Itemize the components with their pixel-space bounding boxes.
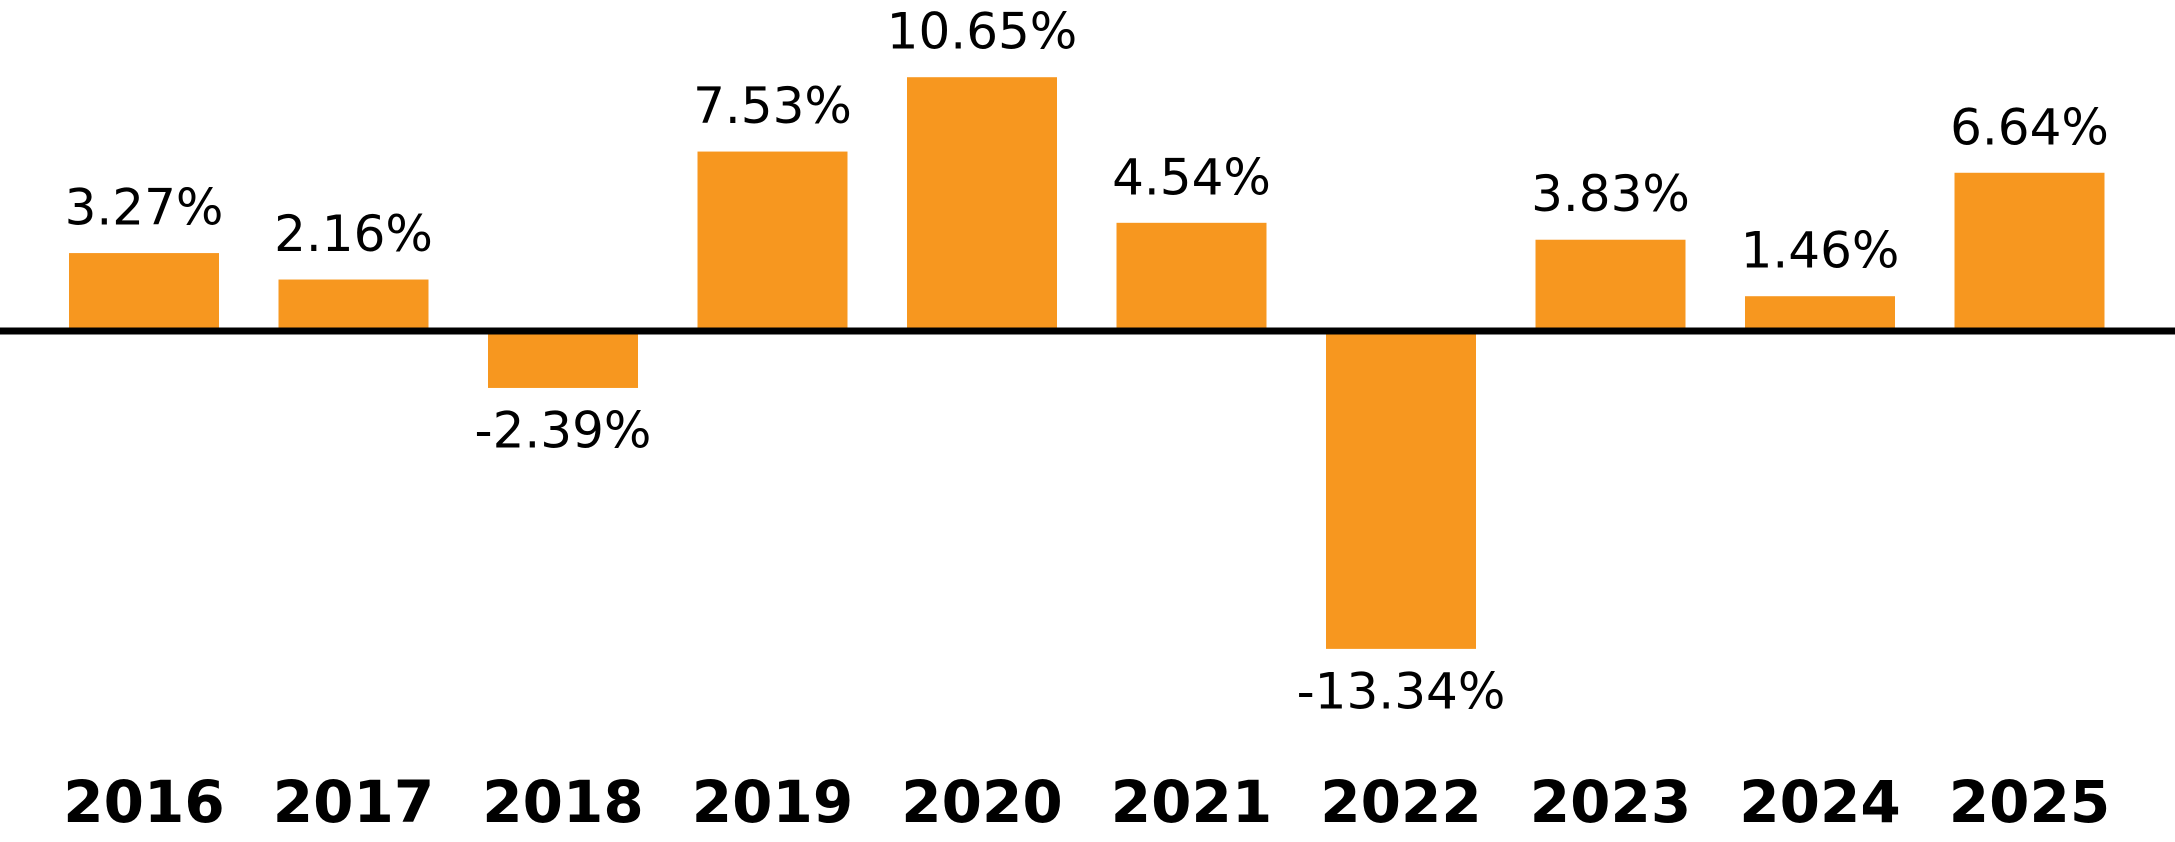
bar <box>488 331 638 388</box>
bar <box>1954 172 2105 331</box>
x-tick-label: 2025 <box>1949 768 2110 836</box>
x-tick-label: 2020 <box>901 768 1062 836</box>
value-label: 6.64% <box>1950 98 2109 156</box>
bar <box>278 279 429 331</box>
bar <box>1535 239 1686 331</box>
value-label: 3.27% <box>65 179 224 237</box>
bar <box>1116 222 1267 331</box>
bar <box>907 77 1057 331</box>
bar <box>1745 296 1895 331</box>
x-tick-label: 2023 <box>1530 768 1691 836</box>
value-label: -13.34% <box>1297 662 1506 720</box>
bar <box>1326 331 1476 649</box>
bars <box>69 77 2105 649</box>
value-label: 3.83% <box>1531 165 1690 223</box>
x-tick-label: 2019 <box>692 768 853 836</box>
value-label: 10.65% <box>887 3 1078 61</box>
bar <box>697 151 848 331</box>
x-tick-label: 2021 <box>1111 768 1272 836</box>
value-label: 1.46% <box>1741 222 1900 280</box>
value-label: 4.54% <box>1112 148 1271 206</box>
value-label: 7.53% <box>693 77 852 135</box>
x-tick-label: 2024 <box>1739 768 1900 836</box>
x-tick-label: 2022 <box>1320 768 1481 836</box>
x-tick-label: 2017 <box>273 768 434 836</box>
value-label: 2.16% <box>274 205 433 263</box>
value-label: -2.39% <box>475 401 652 459</box>
bar <box>69 253 219 331</box>
x-tick-label: 2016 <box>63 768 224 836</box>
x-tick-label: 2018 <box>482 768 643 836</box>
